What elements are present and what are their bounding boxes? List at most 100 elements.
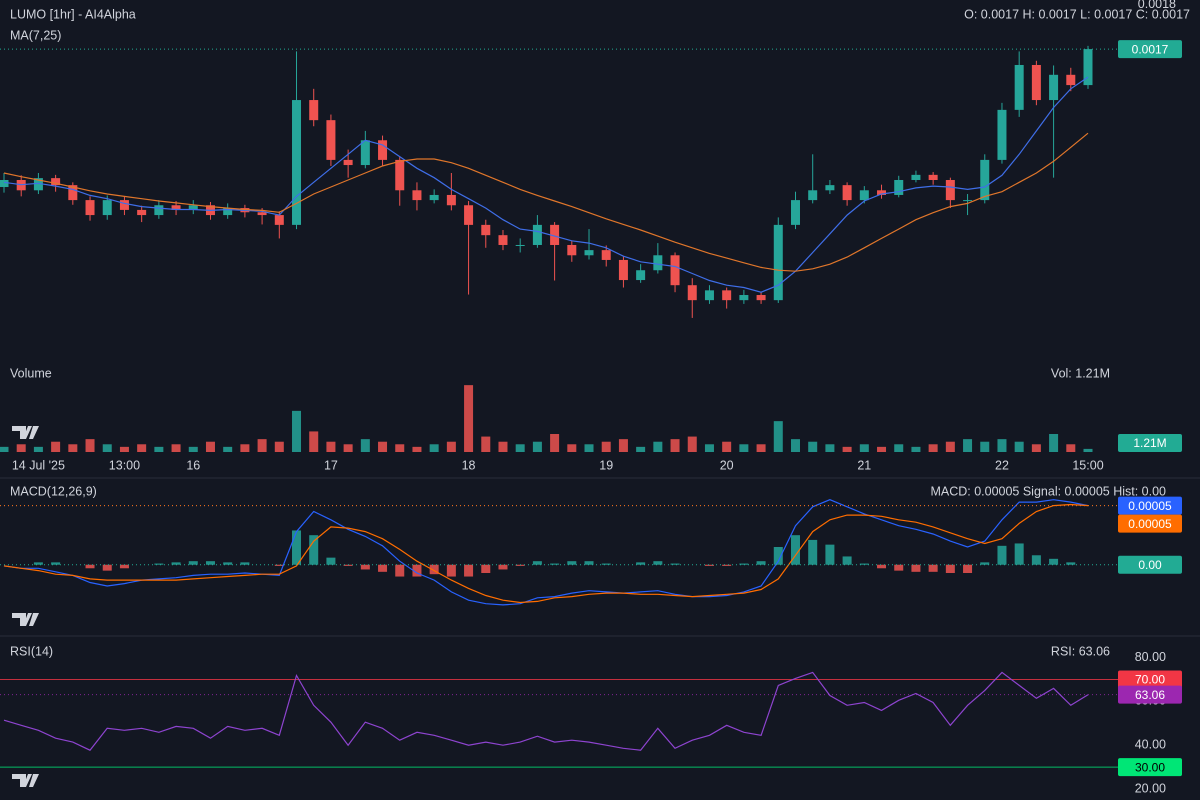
candle-body — [464, 205, 474, 225]
candle-body — [446, 194, 456, 206]
histogram-bar — [980, 562, 990, 565]
volume-bar — [825, 444, 835, 452]
volume-bar — [739, 444, 749, 452]
macd-badge-label: 0.00005 — [1128, 517, 1172, 531]
volume-bar — [911, 446, 921, 452]
histogram-bar — [205, 561, 215, 565]
volume-bar — [997, 439, 1007, 452]
volume-bar — [928, 444, 938, 452]
volume-bar — [240, 444, 250, 452]
candle-body — [670, 255, 680, 286]
panel-legend: RSI: 63.06 — [1051, 644, 1110, 658]
volume-bar — [292, 410, 302, 452]
histogram-bar — [739, 563, 749, 565]
histogram-bar — [928, 564, 938, 572]
logo-mark — [12, 774, 39, 787]
histogram-bar — [464, 564, 474, 577]
candle-body — [171, 205, 181, 210]
volume-bar — [68, 444, 78, 452]
volume-bar — [171, 444, 181, 452]
macd-line — [3, 499, 1089, 606]
volume-bar — [395, 444, 405, 452]
histogram-bar — [808, 539, 818, 565]
volume-bar — [618, 439, 628, 452]
candle-body — [68, 185, 78, 201]
volume-bar — [51, 441, 61, 452]
histogram-bar — [584, 561, 594, 565]
histogram-bar — [877, 564, 887, 569]
histogram-bar — [997, 545, 1007, 565]
histogram-bar — [911, 564, 921, 572]
candle-body — [395, 159, 405, 191]
volume-bar — [515, 444, 525, 452]
logo — [12, 426, 39, 787]
candle-body — [601, 250, 611, 260]
volume-bar — [223, 446, 233, 452]
candle-body — [773, 224, 783, 301]
histogram-bar — [1031, 555, 1041, 565]
candle-body — [223, 208, 233, 216]
histogram-bar — [963, 564, 973, 573]
histogram-bar — [412, 564, 422, 577]
histogram-bar — [154, 563, 164, 565]
volume-bar — [102, 444, 112, 452]
panel-title: MACD(12,26,9) — [10, 484, 97, 498]
candle-body — [945, 180, 955, 201]
volume-bar — [481, 436, 491, 452]
volume-bar — [1014, 441, 1024, 452]
candle-body — [343, 159, 353, 166]
histogram-bar — [378, 564, 388, 572]
histogram-bar — [722, 564, 732, 566]
panel-legend: MACD: 0.00005 Signal: 0.00005 Hist: 0.00 — [930, 484, 1166, 498]
candle-body — [33, 178, 43, 191]
volume-bar — [653, 441, 663, 452]
candle-body — [980, 159, 990, 201]
candle-body — [137, 209, 147, 216]
candle-body — [154, 205, 164, 216]
volume-bar — [636, 446, 646, 452]
x-tick-label: 19 — [599, 458, 613, 472]
candle-body — [911, 174, 921, 180]
volume-bar — [446, 441, 456, 452]
candle-body — [1083, 49, 1093, 86]
volume-bar — [85, 439, 95, 452]
volume-bar — [1083, 448, 1093, 452]
histogram-bar — [825, 544, 835, 565]
macd-badge-label: 0.00005 — [1128, 499, 1172, 513]
volume-bar — [584, 444, 594, 452]
candle-body — [360, 140, 370, 166]
candle-body — [790, 200, 800, 225]
histogram-bar — [532, 561, 542, 565]
histogram-bar — [85, 564, 95, 569]
histogram-bar — [790, 535, 800, 565]
candle-body — [808, 190, 818, 201]
x-tick-label: 22 — [995, 458, 1009, 472]
ma-line — [3, 76, 1089, 293]
candle-body — [429, 194, 439, 201]
volume-bar — [343, 444, 353, 452]
volume-bar — [550, 434, 560, 452]
volume-bar — [1066, 444, 1076, 452]
histogram-bar — [309, 535, 319, 565]
macd-badge-label: 0.00 — [1138, 558, 1162, 572]
macd-badge — [1118, 496, 1182, 515]
candle-body — [1066, 74, 1076, 86]
macd-badge — [1118, 555, 1182, 574]
candle-body — [326, 120, 336, 160]
histogram-bar — [102, 564, 112, 571]
volume-bar — [963, 439, 973, 452]
candle-body — [756, 295, 766, 301]
volume-bar — [360, 439, 370, 452]
y-tick-label: 80.00 — [1135, 650, 1166, 664]
candle-body — [102, 200, 112, 216]
y-tick-label: 0.0018 — [1138, 0, 1176, 11]
macd-badge — [1118, 514, 1182, 533]
volume-bar — [257, 439, 267, 452]
histogram-bar — [601, 563, 611, 565]
volume-bar — [1049, 434, 1059, 452]
candle-body — [119, 200, 129, 210]
histogram-bar — [550, 563, 560, 565]
volume-bar — [326, 441, 336, 452]
volume-bar — [154, 446, 164, 452]
